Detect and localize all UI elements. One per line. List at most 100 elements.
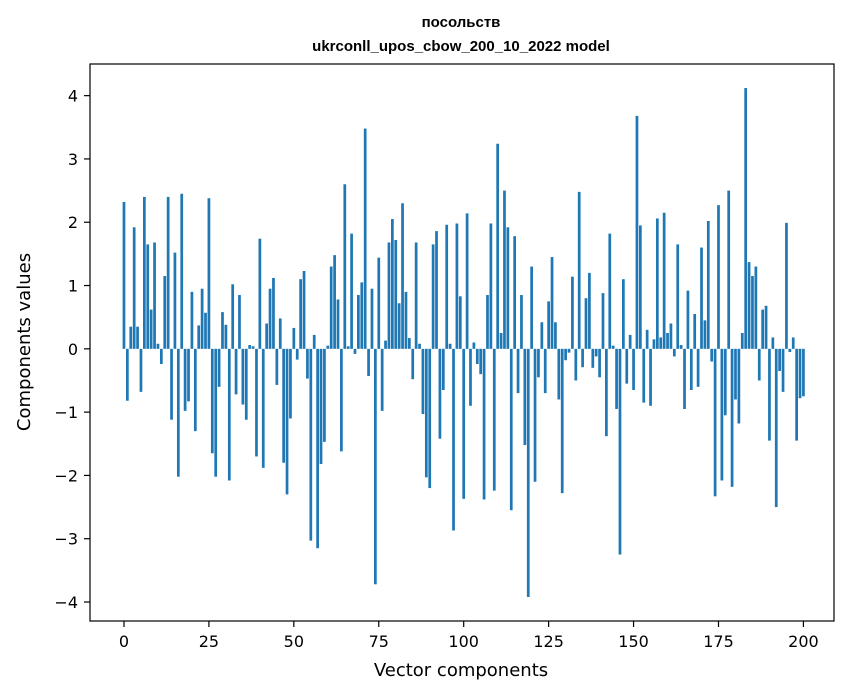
x-tick-label-125: 125 [533, 632, 564, 651]
bar-55 [309, 348, 313, 541]
bar-162 [672, 348, 676, 357]
bar-1 [126, 348, 129, 401]
bar-181 [737, 348, 741, 424]
x-tick-label-0: 0 [119, 632, 129, 651]
bar-125 [547, 301, 550, 349]
bar-139 [594, 348, 598, 357]
bar-100 [462, 348, 466, 499]
bar-185 [751, 276, 754, 349]
bar-177 [723, 348, 727, 416]
bar-24 [204, 312, 207, 349]
bar-69 [357, 295, 360, 349]
bar-108 [489, 223, 493, 349]
bar-18 [183, 348, 187, 411]
chart-title: посольств [422, 14, 501, 31]
bar-154 [645, 329, 649, 349]
bar-97 [452, 348, 455, 531]
bar-127 [554, 322, 557, 349]
bar-52 [299, 279, 302, 349]
bar-22 [197, 325, 201, 349]
bar-12 [163, 276, 167, 349]
bar-37 [248, 345, 252, 349]
bar-166 [686, 290, 690, 349]
bar-87 [418, 343, 421, 349]
bar-186 [754, 266, 758, 349]
x-axis-ticks: 0 25 50 75 100 125 150 175 200 [119, 621, 819, 651]
bar-42 [265, 323, 269, 349]
bar-187 [757, 348, 761, 381]
bar-62 [333, 255, 336, 349]
y-tick-label-1: 1 [68, 277, 78, 296]
bar-143 [608, 233, 612, 349]
bar-123 [540, 322, 544, 349]
bar-33 [234, 348, 238, 395]
bar-78 [387, 242, 391, 349]
bar-189 [764, 305, 768, 349]
bar-64 [340, 348, 343, 452]
bar-152 [639, 225, 642, 349]
bar-163 [676, 244, 680, 349]
bar-174 [713, 348, 717, 497]
bar-34 [238, 295, 241, 349]
bar-146 [618, 348, 622, 555]
bar-66 [346, 346, 350, 349]
bar-51 [295, 348, 299, 360]
bar-21 [193, 348, 197, 432]
x-tick-label-75: 75 [369, 632, 389, 651]
bar-180 [734, 348, 737, 400]
bar-47 [282, 348, 285, 463]
bar-57 [316, 348, 319, 549]
bar-175 [717, 205, 720, 349]
bar-11 [159, 348, 163, 365]
bar-2 [129, 326, 133, 349]
bar-90 [428, 348, 432, 489]
bar-121 [533, 348, 537, 482]
bar-132 [571, 276, 574, 349]
bar-39 [255, 348, 258, 457]
bar-84 [407, 338, 411, 349]
bar-35 [241, 348, 245, 405]
bar-165 [683, 348, 686, 409]
bar-61 [329, 266, 333, 349]
bar-184 [747, 262, 751, 349]
bar-134 [577, 191, 581, 349]
bar-112 [503, 190, 506, 349]
x-tick-label-50: 50 [284, 632, 304, 651]
bar-98 [455, 223, 459, 349]
bar-144 [611, 345, 615, 349]
bar-173 [710, 348, 714, 362]
bar-25 [207, 198, 211, 349]
bar-41 [261, 348, 265, 468]
bar-16 [176, 348, 180, 477]
bar-92 [435, 231, 438, 349]
bar-23 [200, 288, 204, 349]
bar-48 [285, 348, 289, 495]
bar-179 [730, 348, 734, 487]
bar-99 [458, 296, 462, 349]
bar-49 [289, 348, 292, 419]
bar-13 [166, 196, 170, 349]
bar-80 [394, 239, 398, 349]
bar-164 [679, 345, 683, 349]
bar-145 [615, 348, 618, 409]
chart-subtitle: ukrconll_upos_cbow_200_10_2022 model [312, 38, 610, 55]
bar-151 [635, 115, 639, 349]
bar-40 [258, 238, 262, 349]
bar-32 [231, 284, 235, 349]
bar-20 [190, 291, 194, 349]
bar-193 [778, 348, 781, 371]
bar-137 [588, 272, 591, 349]
bar-158 [659, 337, 663, 349]
bar-0 [122, 201, 126, 349]
bar-60 [326, 345, 330, 349]
bar-188 [761, 309, 765, 349]
bar-44 [272, 277, 275, 349]
bar-95 [445, 224, 449, 349]
y-tick-label-2: 2 [68, 213, 78, 232]
x-axis-label: Vector components [374, 660, 548, 681]
bar-56 [312, 334, 316, 349]
bar-75 [377, 257, 381, 349]
bar-79 [391, 219, 394, 349]
bar-128 [557, 348, 561, 400]
bar-9 [153, 242, 156, 349]
